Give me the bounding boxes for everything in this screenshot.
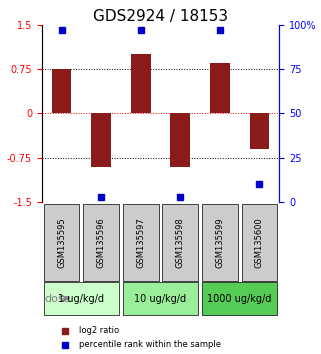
Bar [52, 69, 71, 113]
FancyBboxPatch shape [202, 282, 277, 315]
Bar [131, 54, 151, 113]
FancyBboxPatch shape [123, 282, 198, 315]
FancyBboxPatch shape [202, 204, 238, 281]
Text: percentile rank within the sample: percentile rank within the sample [79, 341, 221, 349]
Text: GSM135597: GSM135597 [136, 217, 145, 268]
FancyBboxPatch shape [162, 204, 198, 281]
Bar [170, 113, 190, 166]
Title: GDS2924 / 18153: GDS2924 / 18153 [93, 8, 228, 24]
Text: 1000 ug/kg/d: 1000 ug/kg/d [207, 293, 272, 304]
FancyBboxPatch shape [44, 204, 79, 281]
Text: 10 ug/kg/d: 10 ug/kg/d [134, 293, 187, 304]
Text: 1 ug/kg/d: 1 ug/kg/d [58, 293, 104, 304]
Bar [91, 113, 111, 166]
FancyBboxPatch shape [242, 204, 277, 281]
FancyBboxPatch shape [83, 204, 119, 281]
FancyBboxPatch shape [123, 204, 159, 281]
Bar [210, 63, 230, 113]
Bar [249, 113, 269, 149]
FancyBboxPatch shape [44, 282, 119, 315]
Text: GSM135598: GSM135598 [176, 217, 185, 268]
Text: GSM135595: GSM135595 [57, 217, 66, 268]
Text: GSM135599: GSM135599 [215, 217, 224, 268]
Text: GSM135596: GSM135596 [97, 217, 106, 268]
Text: log2 ratio: log2 ratio [79, 326, 119, 335]
Text: dose: dose [44, 293, 71, 304]
Text: GSM135600: GSM135600 [255, 217, 264, 268]
